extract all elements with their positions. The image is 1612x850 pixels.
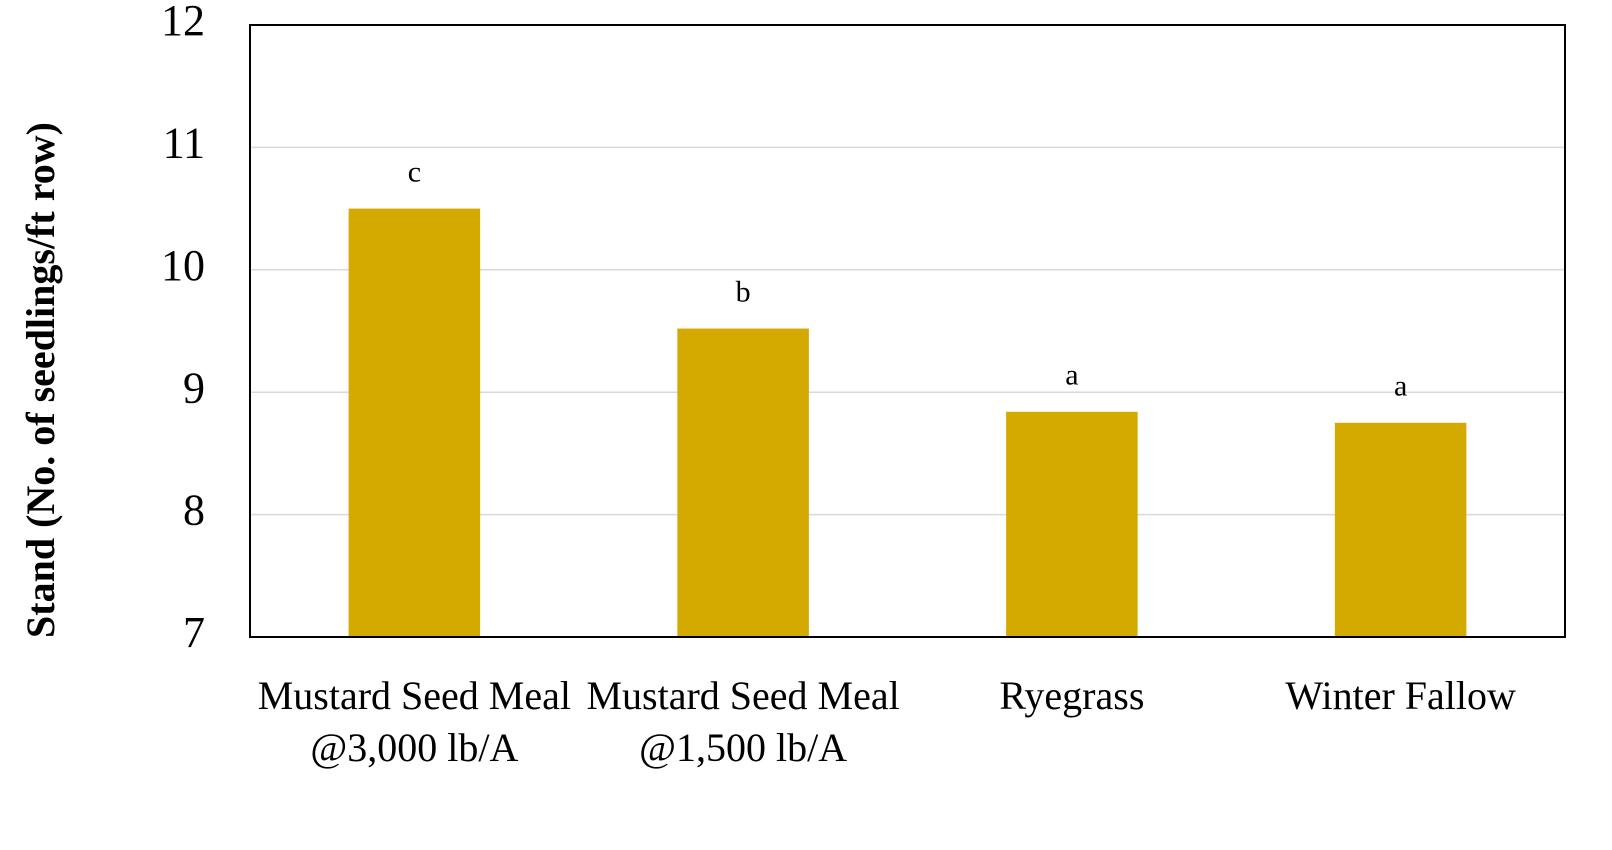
x-tick-label: Mustard Seed Meal @3,000 lb/A	[257, 673, 571, 770]
y-tick-label: 11	[163, 118, 205, 167]
bar	[1006, 411, 1138, 637]
bar	[1334, 422, 1467, 637]
bar	[348, 208, 481, 637]
y-axis-title: Stand (No. of seedlings/ft row)	[18, 122, 63, 638]
bar-annotation: a	[1065, 359, 1078, 392]
bar	[677, 328, 809, 637]
x-tick-label: Ryegrass	[999, 673, 1145, 718]
y-tick-label: 7	[183, 608, 205, 657]
y-tick-label: 9	[183, 363, 205, 412]
y-tick-label: 8	[183, 486, 205, 535]
x-tick-label: Mustard Seed Meal @1,500 lb/A	[586, 673, 900, 770]
x-tick-label: Winter Fallow	[1285, 673, 1516, 718]
y-tick-label: 12	[161, 0, 205, 45]
bar-annotation: a	[1394, 370, 1407, 403]
y-tick-label: 10	[161, 241, 205, 290]
bar-annotation: c	[408, 155, 421, 188]
bar-annotation: b	[736, 275, 751, 308]
